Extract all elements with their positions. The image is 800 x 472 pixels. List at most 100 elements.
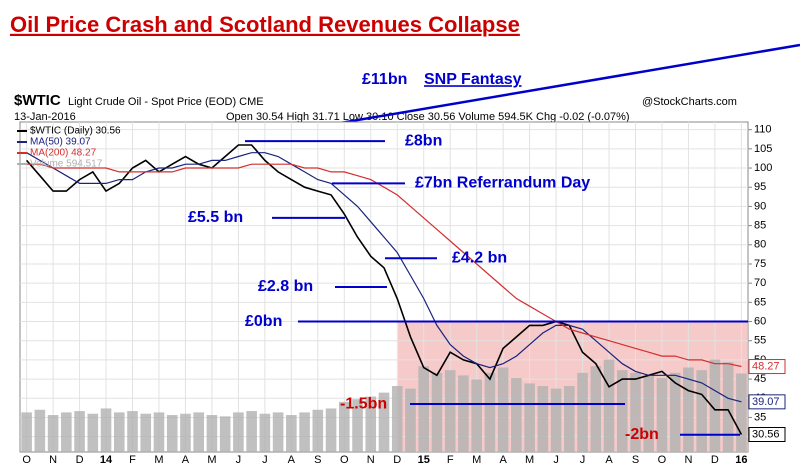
volume-bar xyxy=(259,413,271,452)
volume-bar xyxy=(537,386,549,452)
volume-bar xyxy=(180,413,191,452)
x-tick-label: J xyxy=(553,454,559,466)
x-tick-label: 16 xyxy=(735,454,747,466)
y-tick-label: 110 xyxy=(754,124,772,136)
volume-bar xyxy=(709,359,721,452)
quote: Open 30.54 High 31.71 Low 30.10 Close 30… xyxy=(226,111,630,123)
x-tick-label: F xyxy=(129,454,136,466)
volume-bar xyxy=(286,415,297,452)
annotation-label: £2.8 bn xyxy=(258,278,313,295)
volume-bar xyxy=(590,366,602,452)
series-line xyxy=(26,163,742,368)
y-tick-label: 65 xyxy=(754,296,766,308)
volume-bar xyxy=(153,412,165,452)
volume-bar xyxy=(246,411,257,452)
x-tick-label: O xyxy=(340,454,349,466)
x-tick-label: M xyxy=(207,454,216,466)
last-value-label: 48.27 xyxy=(752,360,780,372)
volume-bar xyxy=(683,367,694,452)
source: @StockCharts.com xyxy=(642,96,737,108)
x-tick-label: N xyxy=(49,454,57,466)
trend-label: SNP Fantasy xyxy=(424,71,522,88)
annotation-label: £4.2 bn xyxy=(452,249,507,266)
y-tick-label: 75 xyxy=(754,258,766,270)
volume-bar xyxy=(696,370,707,452)
volume-bar xyxy=(352,399,363,452)
y-tick-label: 70 xyxy=(754,277,766,289)
volume-bar xyxy=(471,379,482,452)
y-tick-label: 60 xyxy=(754,315,766,327)
x-tick-label: N xyxy=(684,454,692,466)
volume-bar xyxy=(524,383,535,452)
annotation-label: -2bn xyxy=(625,426,659,443)
volume-bar xyxy=(140,413,152,452)
x-tick-label: A xyxy=(288,454,296,466)
symbol: $WTIC xyxy=(14,92,61,109)
y-tick-label: 35 xyxy=(754,411,766,423)
annotation-label: £0bn xyxy=(245,313,282,330)
volume-bar xyxy=(391,386,403,452)
legend-label: MA(200) 48.27 xyxy=(30,148,97,159)
volume-bar xyxy=(378,392,390,452)
last-value-box xyxy=(748,427,786,443)
y-tick-label: 105 xyxy=(754,143,772,155)
volume-bar xyxy=(458,375,469,452)
x-tick-label: J xyxy=(262,454,268,466)
volume-bar xyxy=(630,372,641,452)
volume-bar xyxy=(603,359,615,452)
volume-bar xyxy=(21,412,32,452)
volume-bar xyxy=(206,415,218,452)
volume-bar xyxy=(325,408,337,452)
x-tick-label: A xyxy=(605,454,613,466)
x-tick-label: A xyxy=(182,454,190,466)
volume-bar xyxy=(219,416,231,452)
volume-bar xyxy=(113,412,125,452)
x-tick-label: F xyxy=(447,454,454,466)
y-tick-label: 80 xyxy=(754,239,766,251)
volume-bar xyxy=(511,378,522,452)
legend-label: $WTIC (Daily) 30.56 xyxy=(30,126,121,137)
x-tick-label: D xyxy=(76,454,84,466)
last-value-box xyxy=(748,359,786,375)
volume-bar xyxy=(497,367,509,452)
x-tick-label: M xyxy=(525,454,534,466)
volume-bar xyxy=(338,401,350,452)
volume-bar xyxy=(669,372,681,452)
annotation-label: £5.5 bn xyxy=(188,209,243,226)
last-value-label: 30.56 xyxy=(752,428,780,440)
last-value-box xyxy=(748,394,786,410)
volume-bar xyxy=(74,411,85,452)
annotation-label: £7bn Referrandum Day xyxy=(415,175,590,192)
y-tick-label: 55 xyxy=(754,335,766,347)
volume-bar xyxy=(233,412,244,452)
legend-label: Volume 594,517 xyxy=(30,159,103,170)
x-tick-label: S xyxy=(632,454,639,466)
legend-label: MA(50) 39.07 xyxy=(30,137,91,148)
volume-bar xyxy=(405,388,416,452)
series-line xyxy=(25,144,743,435)
annotation-label: -1.5bn xyxy=(340,395,387,412)
last-value-label: 39.07 xyxy=(752,396,780,408)
trend-amount: £11bn xyxy=(362,71,407,88)
volume-bar xyxy=(418,366,430,452)
y-tick-label: 100 xyxy=(754,162,772,174)
x-tick-label: 14 xyxy=(100,454,113,466)
x-tick-label: O xyxy=(22,454,31,466)
x-tick-label: O xyxy=(658,454,667,466)
volume-bar xyxy=(87,413,99,452)
volume-bar xyxy=(444,370,456,452)
volume-bar xyxy=(61,412,72,452)
volume-bar xyxy=(47,415,59,452)
volume-bar xyxy=(577,372,588,452)
volume-bar xyxy=(312,409,324,452)
y-tick-label: 90 xyxy=(754,200,766,212)
description: Light Crude Oil - Spot Price (EOD) CME xyxy=(68,96,264,108)
volume-bar xyxy=(100,408,112,452)
x-tick-label: M xyxy=(472,454,481,466)
volume-bar xyxy=(616,370,628,452)
x-tick-label: A xyxy=(499,454,507,466)
annotation-label: £8bn xyxy=(405,132,442,149)
x-tick-label: D xyxy=(393,454,401,466)
volume-bar xyxy=(193,412,204,452)
